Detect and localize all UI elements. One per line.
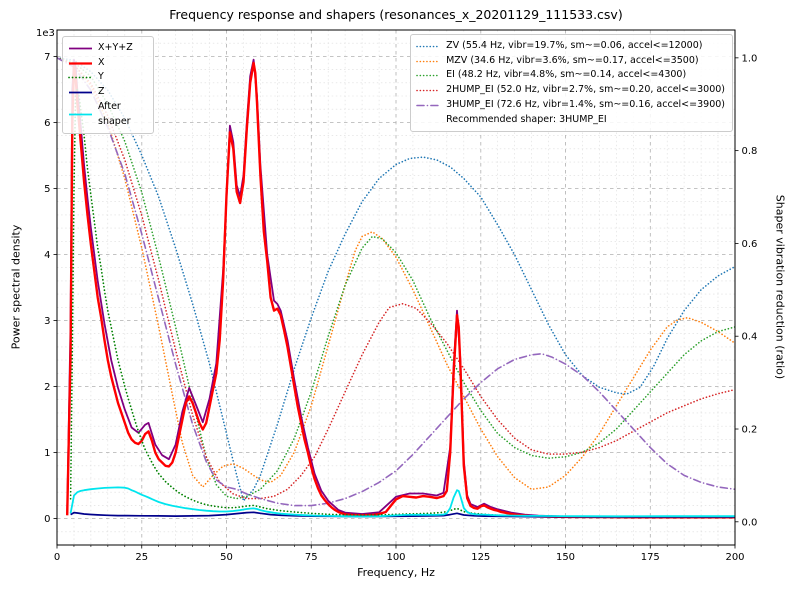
legend-item-x: X xyxy=(68,56,146,71)
legend-label-3hump_ei: 3HUMP_EI (72.6 Hz, vibr=1.4%, sm~=0.16, … xyxy=(446,98,725,110)
chart-title: Frequency response and shapers (resonanc… xyxy=(169,7,623,22)
y-right-tick-label: 0.6 xyxy=(742,239,758,250)
legend-line-sample xyxy=(69,47,92,50)
legend-label-z: Z xyxy=(98,86,105,98)
x-tick-label: 200 xyxy=(725,552,744,563)
legend-line-sample xyxy=(69,113,92,116)
legend-label-zv: ZV (55.4 Hz, vibr=19.7%, sm~=0.06, accel… xyxy=(446,40,703,51)
legend-label-2hump_ei: 2HUMP_EI (52.0 Hz, vibr=2.7%, sm~=0.20, … xyxy=(446,84,725,96)
legend-line-sample xyxy=(416,89,441,92)
legend-label-ei: EI (48.2 Hz, vibr=4.8%, sm~=0.14, accel<… xyxy=(446,69,687,81)
y-left-tick-label: 4 xyxy=(44,250,50,261)
y-left-tick-label: 0 xyxy=(44,514,50,525)
legend-item-y: Y xyxy=(68,70,146,85)
x-tick-label: 50 xyxy=(220,552,233,563)
x-tick-label: 0 xyxy=(54,552,60,563)
series-line-mzv xyxy=(57,57,735,491)
legend-shapers: ZV (55.4 Hz, vibr=19.7%, sm~=0.06, accel… xyxy=(410,34,733,133)
series-line-2hump_ei xyxy=(57,57,735,500)
legend-label-after_shaper: After shaper xyxy=(98,100,131,127)
y-right-tick-label: 0.0 xyxy=(742,517,758,528)
y-right-tick-label: 0.8 xyxy=(742,146,758,157)
series-line-x xyxy=(66,61,735,519)
y-axis-label-left: Power spectral density xyxy=(9,224,23,350)
series-line-3hump_ei xyxy=(57,57,735,507)
x-tick-label: 175 xyxy=(641,552,660,563)
legend-item-xyz: X+Y+Z xyxy=(68,41,146,56)
legend-line-sample xyxy=(69,91,92,94)
x-tick-label: 100 xyxy=(386,552,405,563)
legend-label-xyz: X+Y+Z xyxy=(98,42,133,53)
y-left-tick-label: 1 xyxy=(44,448,50,459)
y-axis-label-right: Shaper vibration reduction (ratio) xyxy=(773,194,787,380)
series-line-z xyxy=(70,511,735,518)
legend-label-mzv: MZV (34.6 Hz, vibr=3.6%, sm~=0.17, accel… xyxy=(446,54,699,66)
legend-psd: X+Y+Z X Y Z After shaper xyxy=(62,36,154,135)
legend-item-after_shaper: After shaper xyxy=(68,100,146,129)
recommended-shaper-note: Recommended shaper: 3HUMP_EI xyxy=(446,113,607,125)
series-group xyxy=(57,57,735,519)
legend-item-zv: ZV (55.4 Hz, vibr=19.7%, sm~=0.06, accel… xyxy=(416,39,725,54)
legend-line-sample xyxy=(416,104,441,107)
x-tick-label: 150 xyxy=(556,552,575,563)
legend-item-2hump_ei: 2HUMP_EI (52.0 Hz, vibr=2.7%, sm~=0.20, … xyxy=(416,83,725,98)
x-tick-label: 25 xyxy=(135,552,148,563)
y-left-tick-label: 3 xyxy=(44,316,50,327)
series-line-after_shaper xyxy=(69,486,735,518)
legend-line-sample xyxy=(416,45,441,48)
legend-item-z: Z xyxy=(68,85,146,100)
y-left-tick-label: 7 xyxy=(44,52,50,63)
y-left-offset-text: 1e3 xyxy=(36,28,55,39)
x-axis-label: Frequency, Hz xyxy=(357,566,435,579)
legend-item-mzv: MZV (34.6 Hz, vibr=3.6%, sm~=0.17, accel… xyxy=(416,54,725,69)
x-tick-label: 125 xyxy=(471,552,490,563)
legend-item-3hump_ei: 3HUMP_EI (72.6 Hz, vibr=1.4%, sm~=0.16, … xyxy=(416,98,725,113)
tick-labels: 0 25 50 75 100 125 150 175 200 0 1 2 3 4 5 6 7 0.0 0.2 0.4 0… xyxy=(36,28,757,563)
y-right-tick-label: 0.4 xyxy=(742,332,758,343)
legend-label-y: Y xyxy=(98,71,104,83)
y-right-tick-label: 1.0 xyxy=(742,53,758,64)
legend-line-sample xyxy=(69,61,92,65)
y-left-tick-label: 2 xyxy=(44,382,50,393)
y-left-tick-label: 6 xyxy=(44,118,50,129)
series-line-zv xyxy=(57,57,735,502)
x-tick-label: 75 xyxy=(305,552,318,563)
y-left-tick-label: 5 xyxy=(44,184,50,195)
legend-line-sample xyxy=(416,60,441,62)
legend-line-sample xyxy=(416,74,441,77)
y-right-tick-label: 0.2 xyxy=(742,425,758,436)
legend-line-sample xyxy=(68,76,93,79)
legend-item-ei: EI (48.2 Hz, vibr=4.8%, sm~=0.14, accel<… xyxy=(416,68,725,83)
series-line-ei xyxy=(57,57,735,500)
legend-label-x: X xyxy=(98,56,105,68)
